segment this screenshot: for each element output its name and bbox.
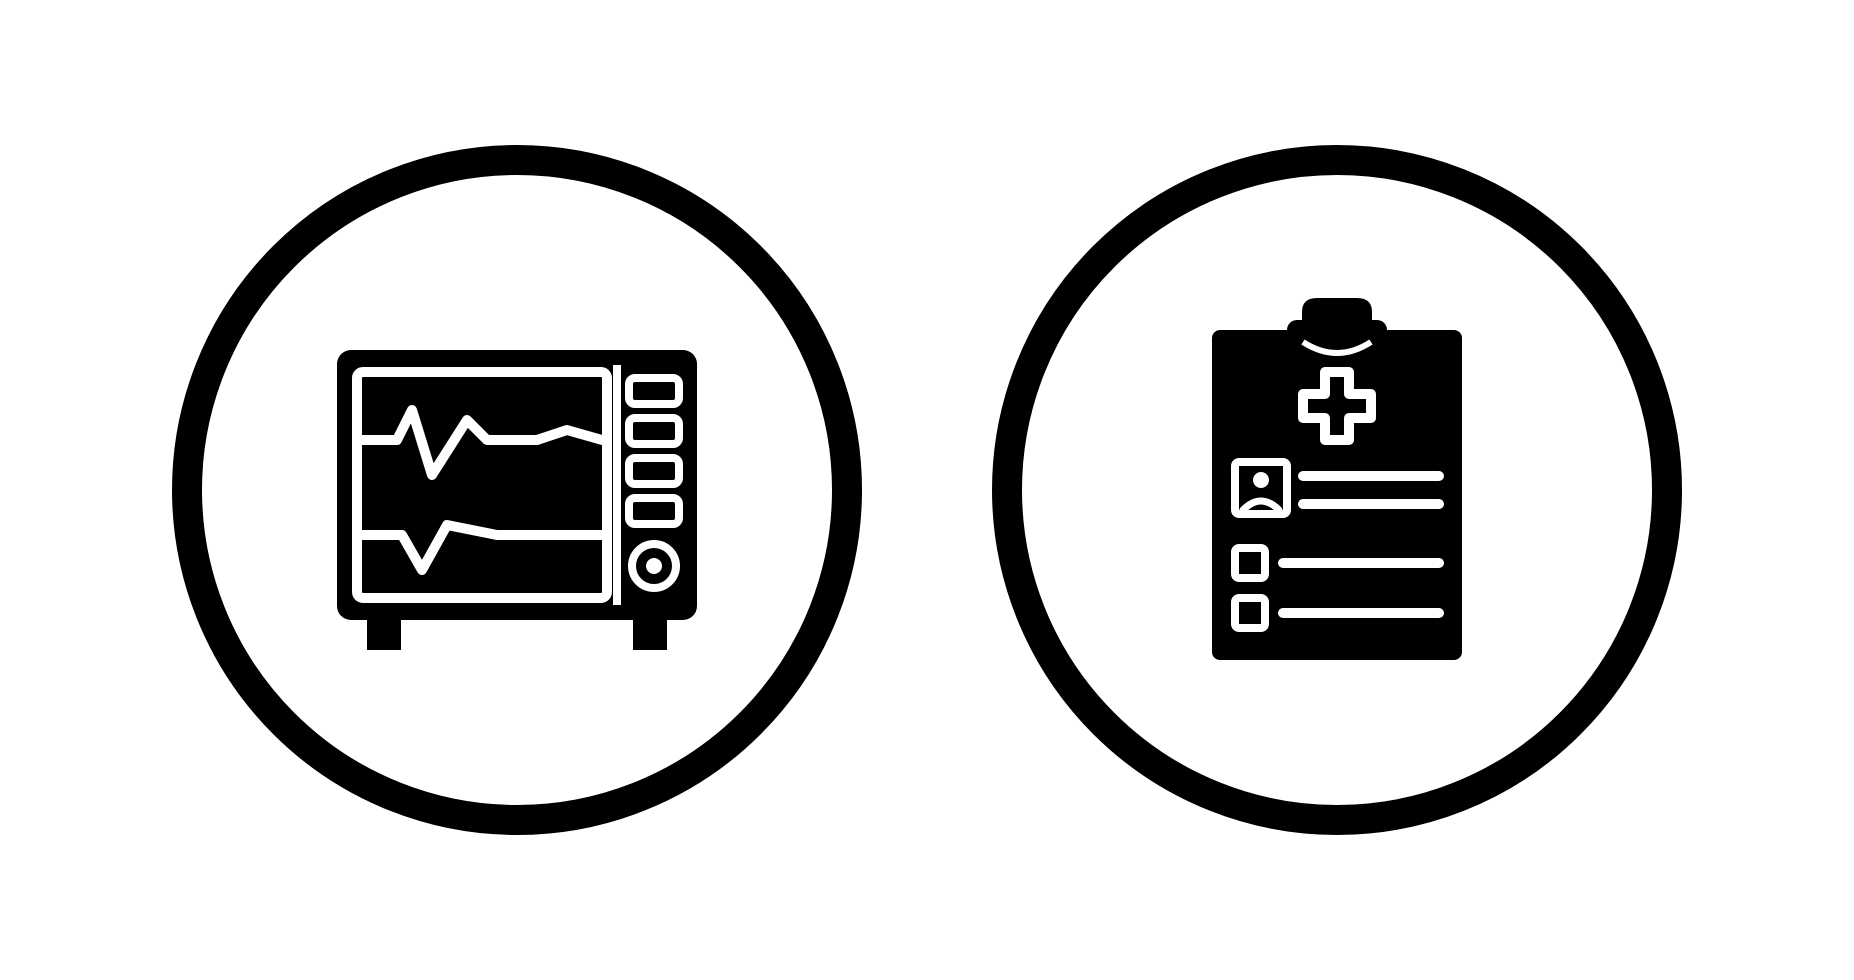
icon-pair-container <box>167 140 1687 840</box>
heart-monitor-icon <box>167 140 867 840</box>
medical-clipboard-icon <box>987 140 1687 840</box>
